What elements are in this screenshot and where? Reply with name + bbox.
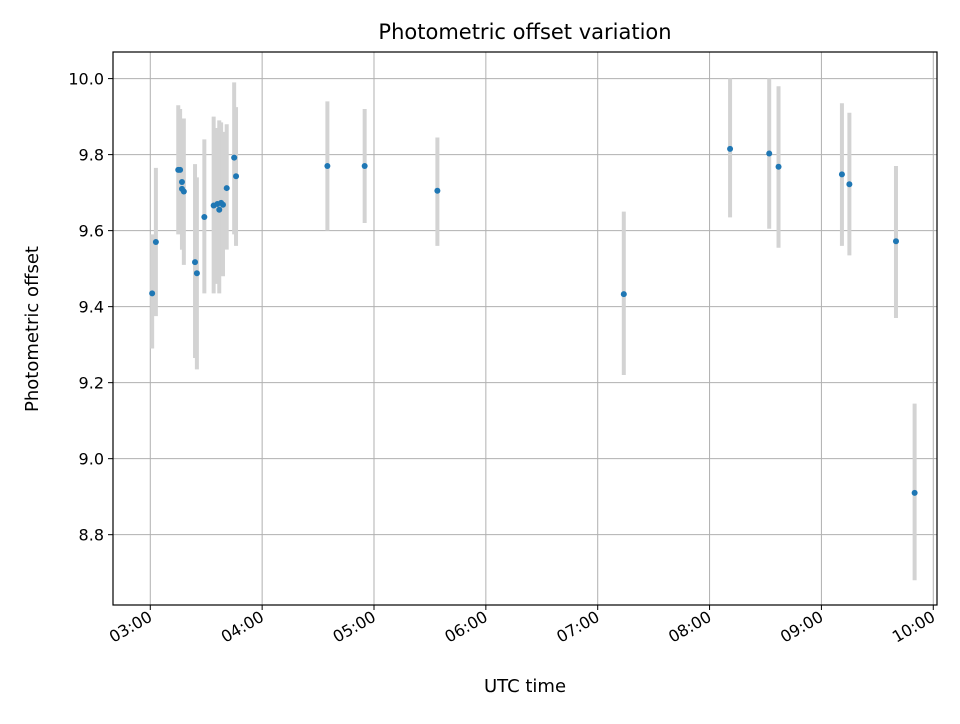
data-point: [361, 163, 368, 170]
data-point: [177, 166, 184, 173]
data-point: [838, 171, 845, 178]
data-point: [216, 206, 223, 213]
data-point: [223, 185, 230, 192]
data-point: [180, 188, 187, 195]
data-points: [149, 145, 918, 496]
data-point: [324, 163, 331, 170]
y-tick-label: 9.8: [79, 146, 104, 165]
plot-frame: [112, 51, 938, 606]
data-point: [152, 239, 159, 246]
data-point: [727, 145, 734, 152]
y-tick-label: 9.2: [79, 374, 104, 393]
data-point: [233, 173, 240, 180]
y-tick-label: 9.0: [79, 450, 104, 469]
data-point: [178, 178, 185, 185]
data-point: [766, 150, 773, 157]
data-point: [149, 290, 156, 297]
y-axis-label: Photometric offset: [22, 246, 43, 412]
y-tick-label: 9.4: [79, 298, 104, 317]
data-point: [231, 154, 238, 161]
y-tick-label: 10.0: [68, 70, 104, 89]
data-point: [201, 213, 208, 220]
y-tick-label: 9.6: [79, 222, 104, 241]
data-point: [892, 238, 899, 245]
data-point: [775, 163, 782, 170]
data-point: [192, 259, 199, 266]
data-point: [846, 181, 853, 188]
y-axis-ticks: 8.8 9.0 9.2 9.4 9.6 9.8 10.0: [68, 70, 113, 545]
x-axis-label: UTC time: [484, 676, 566, 697]
data-point: [911, 489, 918, 496]
grid-lines: [113, 52, 937, 605]
data-point: [193, 270, 200, 277]
data-point: [219, 201, 226, 208]
data-point: [434, 187, 441, 194]
data-point: [620, 291, 627, 298]
y-tick-label: 8.8: [79, 526, 104, 545]
chart-title: Photometric offset variation: [378, 20, 671, 44]
